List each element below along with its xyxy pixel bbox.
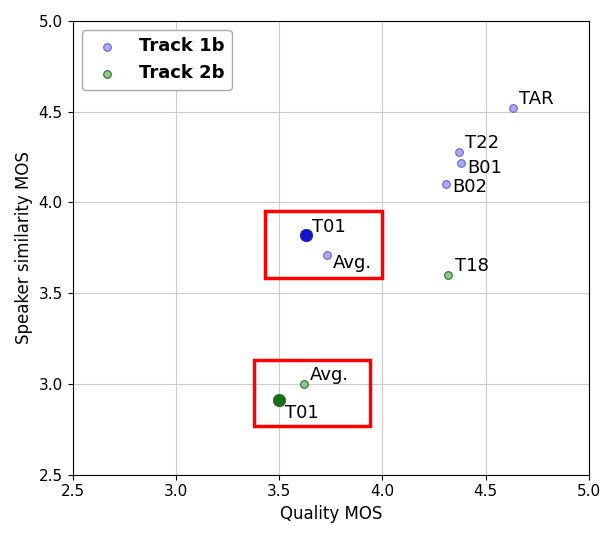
Text: T01: T01 bbox=[312, 217, 346, 236]
X-axis label: Quality MOS: Quality MOS bbox=[280, 505, 382, 523]
Legend: Track 1b, Track 2b: Track 1b, Track 2b bbox=[81, 30, 232, 89]
Text: Avg.: Avg. bbox=[310, 366, 349, 384]
Point bbox=[454, 147, 464, 156]
Text: B01: B01 bbox=[467, 159, 502, 178]
Text: T22: T22 bbox=[465, 134, 499, 152]
Text: TAR: TAR bbox=[519, 90, 553, 109]
Point bbox=[274, 396, 284, 405]
Text: T18: T18 bbox=[455, 258, 488, 275]
Point bbox=[299, 380, 309, 388]
Point bbox=[442, 180, 452, 189]
Point bbox=[456, 158, 466, 167]
Text: Avg.: Avg. bbox=[333, 254, 372, 272]
Bar bbox=[265, 211, 383, 278]
Point bbox=[508, 104, 517, 112]
Y-axis label: Speaker similarity MOS: Speaker similarity MOS bbox=[15, 151, 33, 344]
Point bbox=[444, 271, 453, 279]
Point bbox=[322, 251, 331, 259]
Bar bbox=[254, 360, 370, 426]
Text: T01: T01 bbox=[285, 405, 319, 422]
Text: B02: B02 bbox=[453, 178, 488, 196]
Point bbox=[301, 231, 311, 239]
